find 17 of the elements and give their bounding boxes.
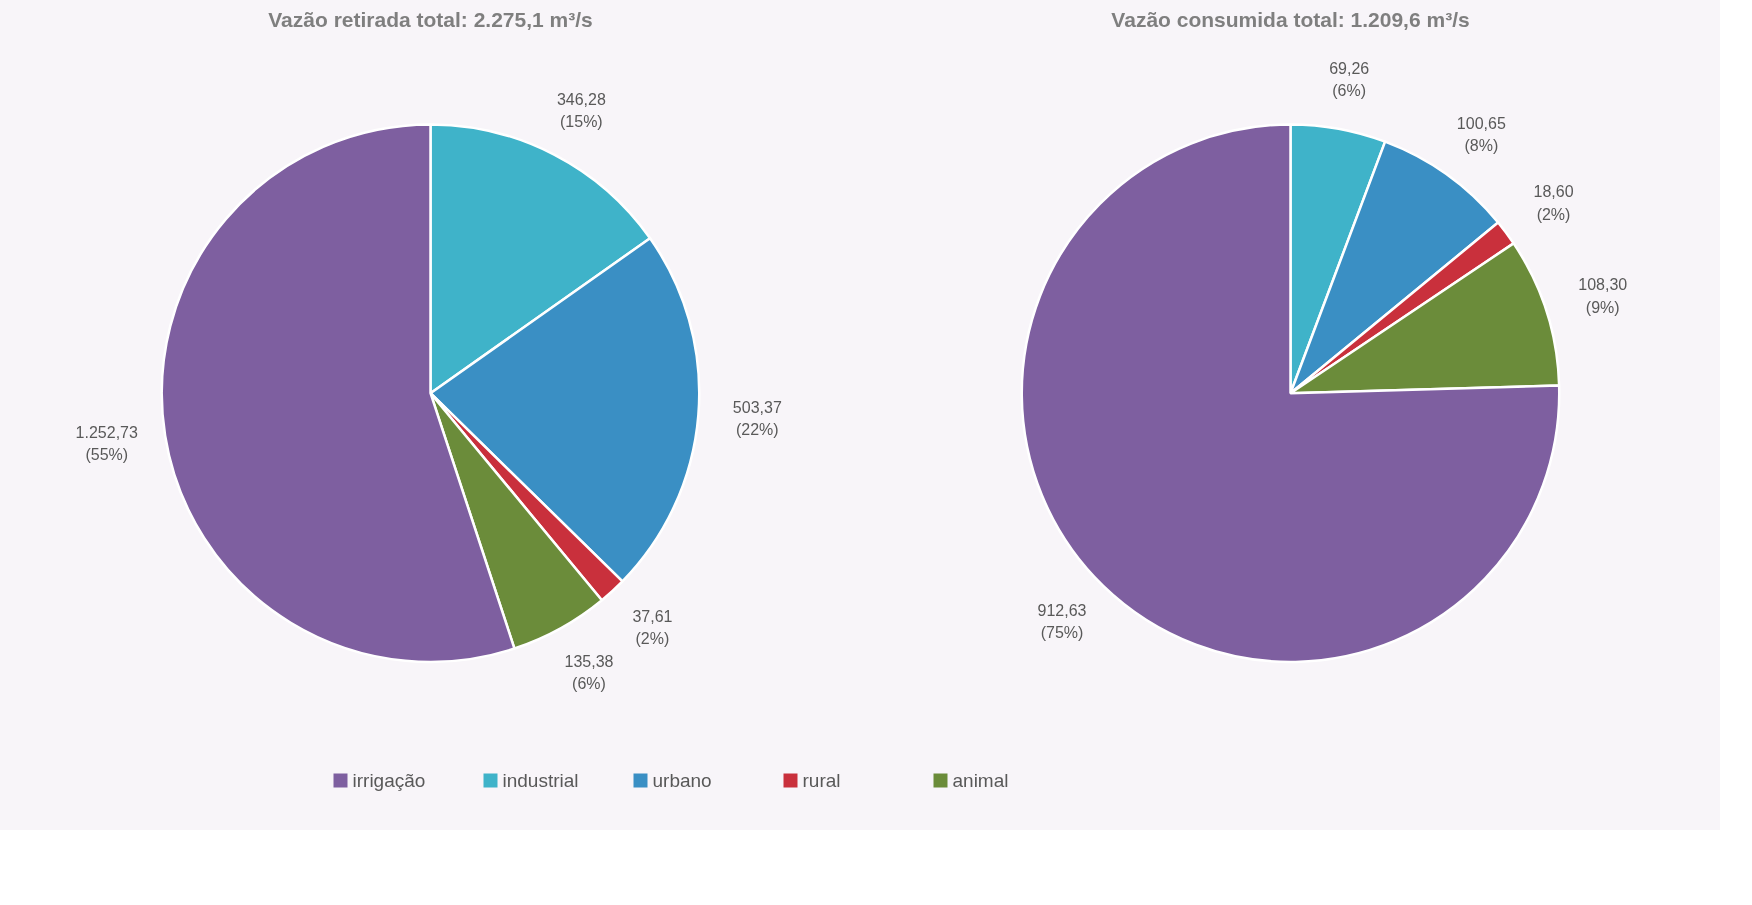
- data-label: 18,60 (2%): [1533, 183, 1574, 223]
- data-label: 69,26 (6%): [1329, 60, 1370, 100]
- data-label: 912,63 (75%): [1037, 602, 1087, 642]
- chart-title: Vazão retirada total: 2.275,1 m³/s: [268, 7, 593, 31]
- data-label: 503,37 (22%): [732, 399, 782, 439]
- data-label: 1.252,73 (55%): [75, 424, 138, 464]
- data-label: 346,28 (15%): [556, 90, 606, 130]
- legend-label: industrial: [502, 770, 579, 791]
- data-label: 37,61 (2%): [632, 608, 673, 648]
- data-label: 108,30 (9%): [1578, 276, 1628, 316]
- data-label: 100,65 (8%): [1456, 114, 1506, 154]
- chart-title: Vazão consumida total: 1.209,6 m³/s: [1111, 7, 1470, 31]
- data-label: 135,38 (6%): [564, 652, 614, 692]
- legend-label: animal: [952, 770, 1009, 791]
- legend-label: rural: [802, 770, 841, 791]
- legend-label: urbano: [652, 770, 712, 791]
- legend-label: irrigação: [352, 770, 426, 791]
